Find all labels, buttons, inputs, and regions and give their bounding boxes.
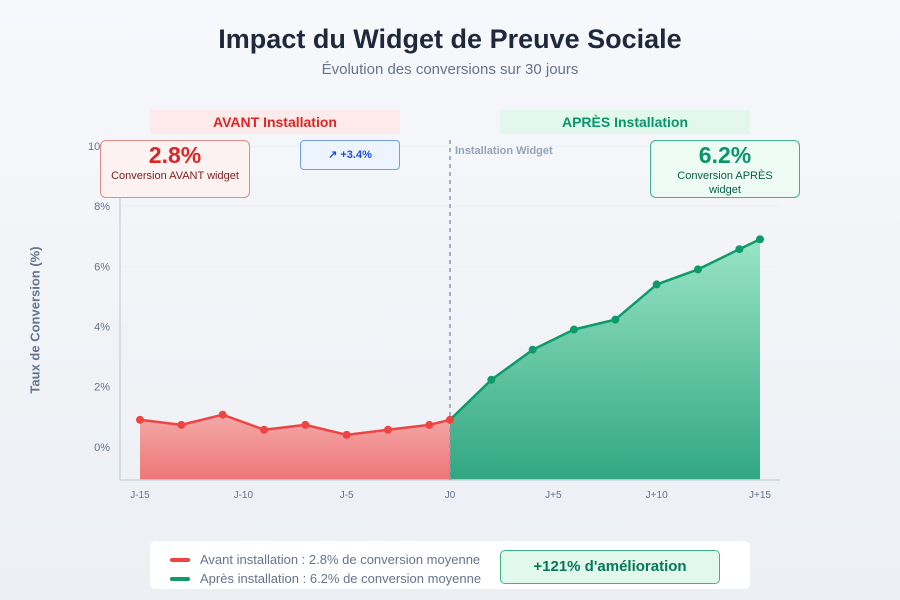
phase-before-banner: AVANT Installation	[150, 110, 400, 134]
legend-swatch-before	[170, 557, 190, 562]
before-point	[342, 430, 351, 439]
after-point	[611, 315, 620, 324]
y-tick-label: 8%	[94, 201, 110, 213]
tick-layer: 0%2%4%6%8%10%J-15 J-10 J-5 J0 J+5 J+10 J+15	[88, 141, 771, 501]
point-layer	[136, 235, 764, 439]
before-point	[384, 425, 392, 434]
before-point	[446, 415, 454, 424]
before-stat-box: 2.8% Conversion AVANT widget	[100, 140, 250, 198]
after-point	[652, 280, 661, 289]
x-tick-label: J+15	[749, 490, 771, 501]
before-point	[177, 420, 186, 429]
y-tick-label: 0%	[94, 442, 110, 454]
after-point	[756, 235, 764, 244]
x-tick-label: J-5	[340, 490, 354, 501]
x-tick-label: J-10	[234, 490, 254, 501]
area-layer	[140, 239, 760, 480]
after-point	[528, 345, 537, 354]
after-stat-label: Conversion APRÈS widget	[677, 170, 773, 196]
y-tick-label: 6%	[94, 261, 110, 273]
before-point	[260, 425, 268, 434]
after-point	[570, 325, 578, 334]
before-point	[218, 410, 227, 419]
x-tick-label: J0	[445, 490, 456, 501]
chart-title: Impact du Widget de Preuve Sociale	[218, 24, 682, 54]
improvement-badge: +121% d'amélioration	[500, 550, 720, 584]
before-area	[140, 414, 450, 480]
x-tick-label: J-15	[130, 490, 150, 501]
x-tick-label: J+5	[545, 490, 562, 501]
delta-badge: ↗ +3.4%	[300, 140, 400, 170]
y-axis-label: Taux de Conversion (%)	[27, 246, 43, 394]
before-point	[425, 420, 434, 429]
x-tick-label: J+10	[646, 490, 668, 501]
after-stat-box: 6.2% Conversion APRÈS widget	[650, 140, 800, 198]
before-point	[301, 420, 310, 429]
before-point	[136, 415, 144, 424]
y-tick-label: 4%	[94, 322, 110, 334]
legend-label-before: Avant installation : 2.8% de conversion …	[200, 552, 481, 567]
y-tick-label: 2%	[94, 382, 110, 394]
after-point	[694, 265, 702, 274]
after-stat-value: 6.2%	[698, 142, 752, 168]
legend-label-after: Après installation : 6.2% de conversion …	[200, 571, 482, 586]
chart-subtitle: Évolution des conversions sur 30 jours	[321, 61, 579, 78]
legend-item-after: Après installation : 6.2% de conversion …	[170, 570, 481, 588]
before-stat-value: 2.8%	[148, 142, 202, 168]
before-stat-label: Conversion AVANT widget	[111, 170, 239, 182]
installation-marker-label: Installation Widget	[455, 145, 553, 157]
legend-swatch-after	[170, 576, 190, 581]
after-point	[487, 375, 496, 384]
after-area	[450, 239, 760, 480]
phase-after-banner: APRÈS Installation	[500, 110, 750, 134]
legend-item-before: Avant installation : 2.8% de conversion …	[170, 551, 480, 569]
after-point	[735, 245, 744, 254]
